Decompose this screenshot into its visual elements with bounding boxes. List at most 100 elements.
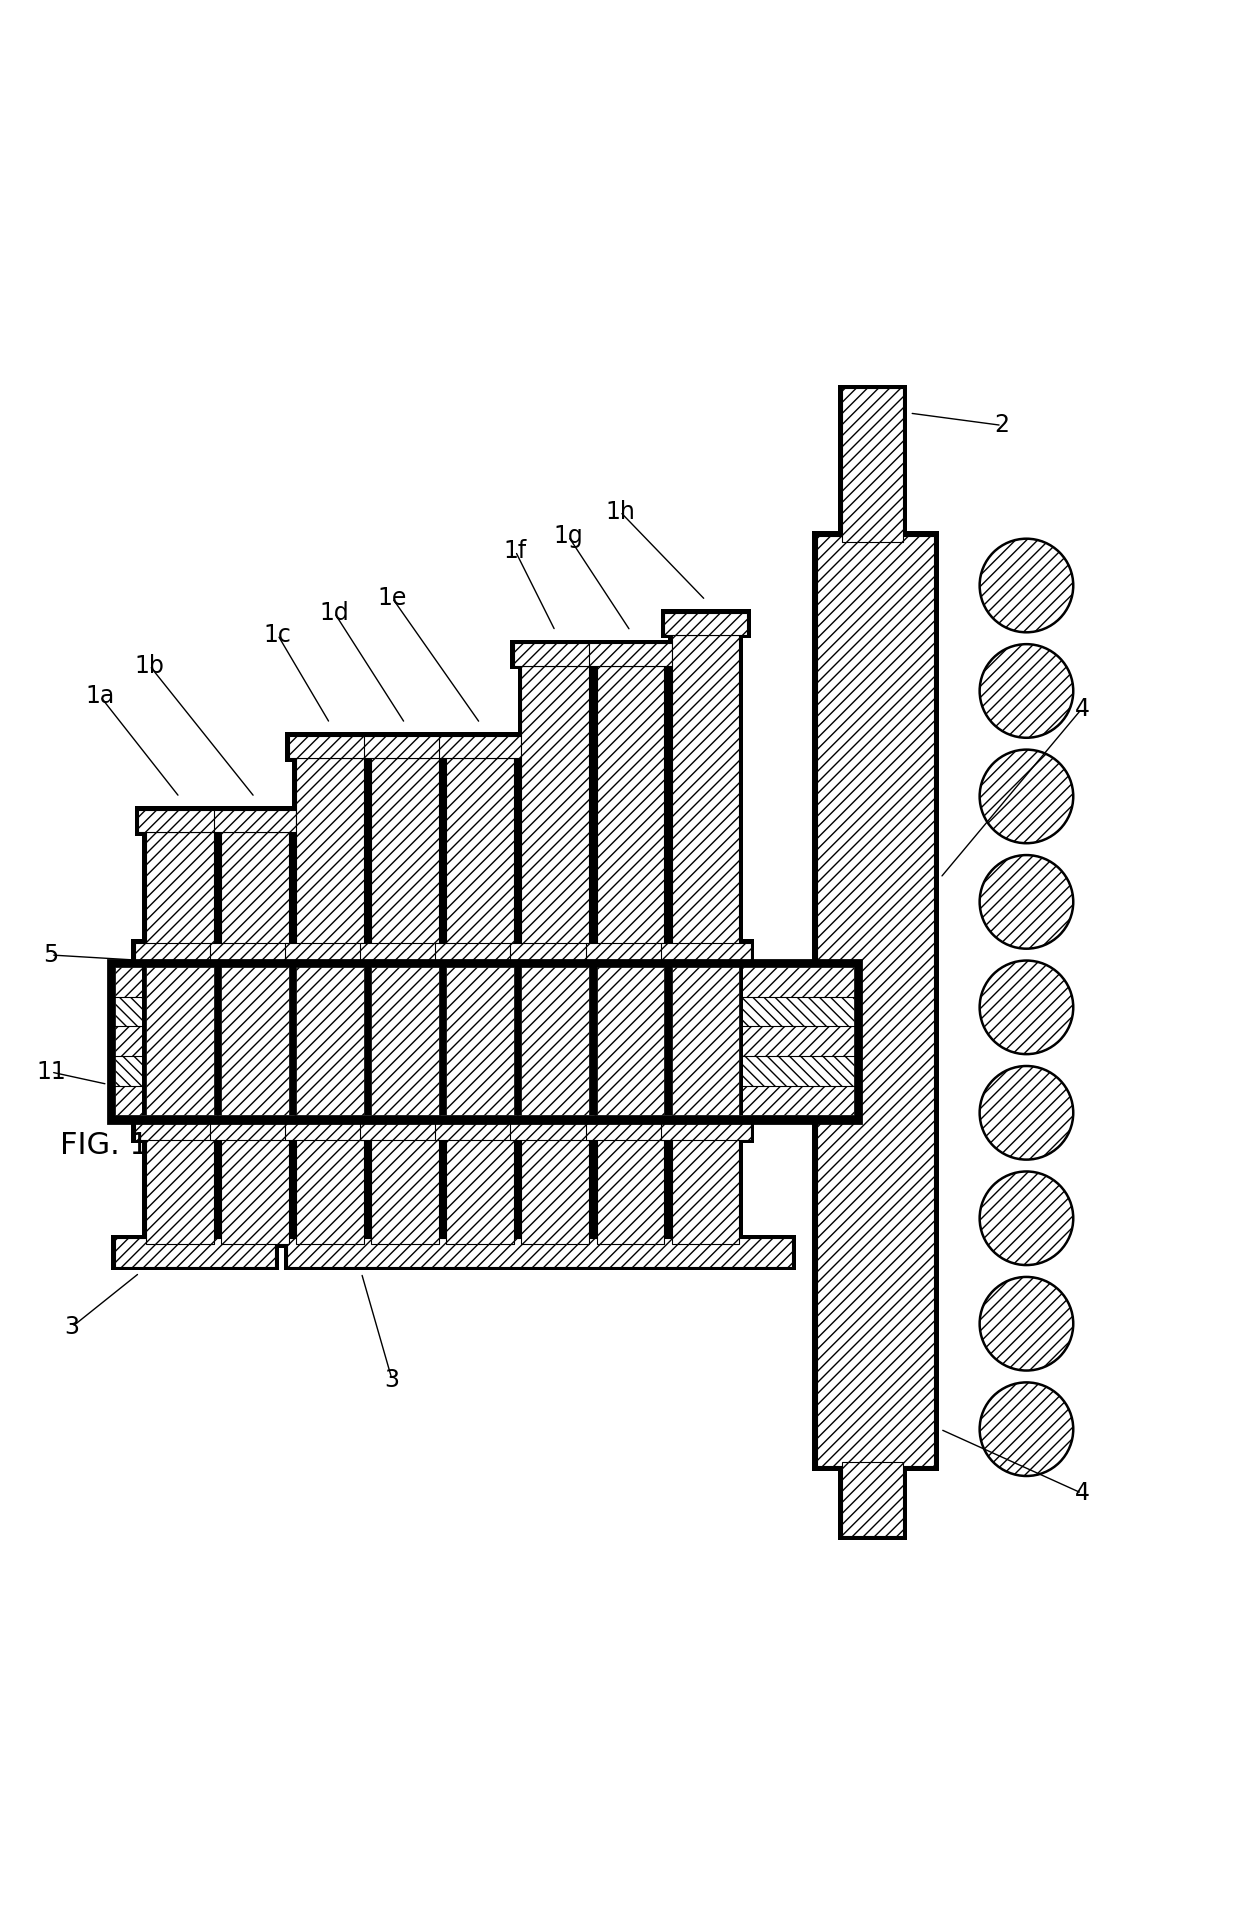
Bar bbox=[115, 1056, 854, 1085]
Bar bbox=[139, 810, 221, 833]
Bar bbox=[838, 384, 906, 546]
Bar bbox=[585, 640, 676, 668]
Bar bbox=[522, 966, 589, 1115]
Bar bbox=[296, 758, 363, 966]
Bar bbox=[432, 1112, 528, 1144]
Bar bbox=[582, 940, 680, 970]
Bar bbox=[518, 663, 593, 970]
Bar bbox=[108, 961, 862, 1123]
Bar bbox=[285, 732, 374, 762]
Bar bbox=[217, 829, 293, 970]
Text: 1h: 1h bbox=[605, 500, 635, 523]
Bar bbox=[363, 735, 446, 758]
Bar bbox=[672, 634, 739, 966]
Bar bbox=[593, 1112, 668, 1247]
Text: 1e: 1e bbox=[377, 586, 407, 609]
Bar bbox=[143, 1112, 217, 1247]
Bar bbox=[435, 732, 526, 762]
Bar bbox=[221, 966, 289, 1115]
Bar bbox=[672, 966, 739, 1115]
Bar bbox=[221, 1115, 289, 1245]
Bar bbox=[112, 1234, 279, 1270]
Bar bbox=[668, 966, 743, 1115]
Bar bbox=[439, 735, 522, 758]
Bar bbox=[221, 833, 289, 966]
Bar bbox=[360, 944, 450, 966]
Text: 3: 3 bbox=[64, 1314, 79, 1339]
Bar bbox=[432, 940, 528, 970]
Bar bbox=[108, 961, 862, 1123]
Bar bbox=[435, 1115, 526, 1140]
Bar bbox=[293, 1112, 367, 1247]
Circle shape bbox=[980, 1383, 1074, 1476]
Bar bbox=[511, 640, 600, 668]
Text: 1d: 1d bbox=[320, 600, 350, 625]
Bar bbox=[293, 966, 367, 1115]
Bar bbox=[360, 1115, 450, 1140]
Bar bbox=[210, 806, 300, 835]
Bar bbox=[817, 537, 934, 1467]
Bar bbox=[511, 944, 600, 966]
Text: 2: 2 bbox=[994, 413, 1009, 437]
Bar bbox=[285, 944, 374, 966]
Bar bbox=[657, 1112, 754, 1144]
Bar bbox=[593, 663, 668, 970]
Bar bbox=[206, 1112, 304, 1144]
Bar bbox=[589, 644, 672, 665]
Text: 5: 5 bbox=[43, 944, 58, 966]
Bar bbox=[143, 829, 217, 970]
Bar bbox=[522, 1115, 589, 1245]
Bar bbox=[661, 1115, 750, 1140]
Bar bbox=[115, 1238, 275, 1266]
Bar bbox=[146, 833, 213, 966]
Bar bbox=[217, 966, 293, 1115]
Bar bbox=[288, 1238, 792, 1266]
Bar bbox=[596, 1115, 665, 1245]
Bar bbox=[596, 665, 665, 966]
Bar bbox=[518, 966, 593, 1115]
Text: 1f: 1f bbox=[503, 539, 527, 563]
Bar bbox=[443, 754, 518, 970]
Bar bbox=[446, 966, 515, 1115]
Circle shape bbox=[980, 1278, 1074, 1371]
Circle shape bbox=[980, 1066, 1074, 1159]
Bar bbox=[672, 1115, 739, 1245]
Bar bbox=[146, 1115, 213, 1245]
Bar bbox=[507, 940, 604, 970]
Bar bbox=[115, 997, 854, 1026]
Bar bbox=[285, 1115, 374, 1140]
Bar bbox=[371, 758, 439, 966]
Bar bbox=[135, 806, 224, 835]
Bar bbox=[293, 754, 367, 970]
Circle shape bbox=[980, 1171, 1074, 1264]
Text: 1c: 1c bbox=[264, 623, 291, 647]
Bar bbox=[135, 1115, 224, 1140]
Bar bbox=[446, 1115, 515, 1245]
Bar bbox=[443, 1112, 518, 1247]
Bar bbox=[281, 1112, 378, 1144]
Bar bbox=[360, 732, 450, 762]
Circle shape bbox=[980, 856, 1074, 949]
Bar bbox=[217, 1112, 293, 1247]
Text: 3: 3 bbox=[384, 1368, 399, 1392]
Bar bbox=[668, 630, 743, 970]
Bar bbox=[657, 940, 754, 970]
Bar bbox=[131, 1112, 228, 1144]
Bar bbox=[507, 1112, 604, 1144]
Bar bbox=[443, 966, 518, 1115]
Circle shape bbox=[980, 749, 1074, 842]
Text: 1g: 1g bbox=[553, 523, 583, 548]
Bar bbox=[522, 665, 589, 966]
Bar bbox=[596, 966, 665, 1115]
Bar bbox=[281, 940, 378, 970]
Bar bbox=[515, 644, 596, 665]
Bar bbox=[842, 1463, 903, 1536]
Bar bbox=[284, 1234, 796, 1270]
Bar bbox=[511, 1115, 600, 1140]
Bar bbox=[518, 1112, 593, 1247]
Bar bbox=[356, 940, 454, 970]
Bar bbox=[367, 1112, 443, 1247]
Bar bbox=[842, 388, 903, 542]
Bar bbox=[146, 966, 213, 1115]
Bar bbox=[210, 944, 300, 966]
